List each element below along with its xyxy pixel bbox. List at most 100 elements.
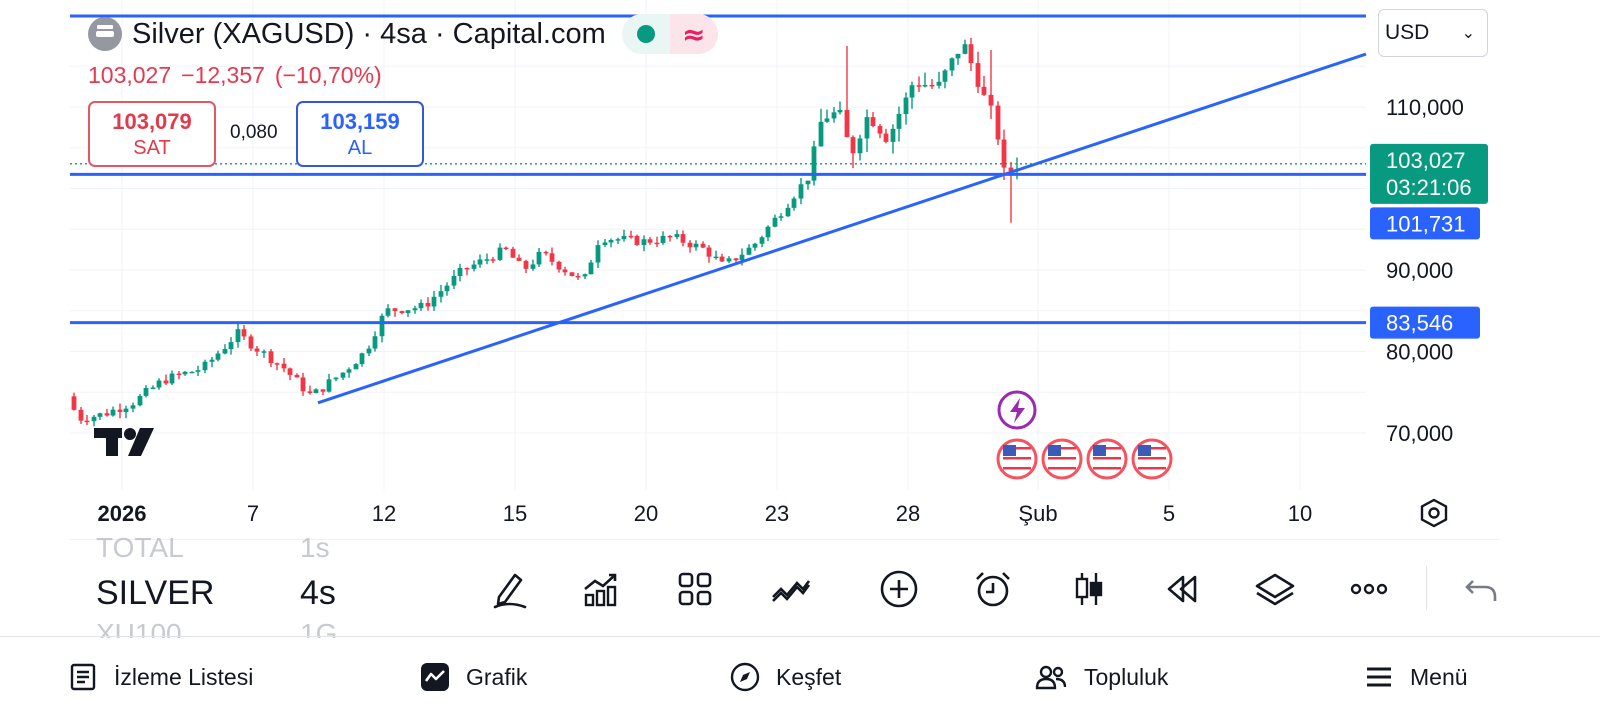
candle-body — [916, 85, 922, 87]
candle-body — [412, 308, 418, 311]
candle-body — [503, 247, 509, 250]
nav-item-community[interactable]: Topluluk — [1034, 655, 1168, 699]
candle-body — [281, 363, 287, 369]
chart-settings-icon[interactable] — [1418, 497, 1450, 529]
market-status-pill[interactable]: ≈ — [621, 14, 718, 54]
symbol-interval: 4s — [300, 574, 336, 612]
price-tick-label: 80,000 — [1386, 340, 1453, 365]
candle-body — [405, 310, 411, 314]
sell-button[interactable]: 103,079 SAT — [88, 101, 216, 167]
time-tick-label: 7 — [247, 501, 259, 526]
candle-body — [182, 371, 188, 375]
candle-body — [654, 242, 660, 245]
candle-body — [385, 308, 391, 316]
indicators-button[interactable] — [574, 562, 628, 616]
candle-body — [922, 84, 928, 87]
replay-button[interactable] — [1154, 562, 1208, 616]
symbol-row-active[interactable]: SILVER 4s — [96, 574, 336, 613]
candle-body — [857, 138, 863, 154]
chart-icon — [421, 663, 449, 691]
line-price-badge-bg — [1370, 306, 1480, 339]
candle-body — [615, 239, 621, 241]
candle-body — [680, 234, 686, 243]
candle-body — [431, 296, 437, 307]
undo-button[interactable] — [1454, 562, 1508, 616]
candle-body — [274, 363, 280, 365]
candle-body — [484, 259, 490, 261]
nav-item-chart[interactable]: Grafik — [420, 655, 527, 699]
candle-body — [399, 311, 405, 314]
undo-icon — [1465, 580, 1497, 601]
candle-body — [877, 126, 883, 134]
candle-body — [772, 217, 778, 227]
candle-body — [366, 348, 372, 354]
replay-icon — [1167, 575, 1197, 603]
more-button[interactable] — [1342, 562, 1396, 616]
candle-body — [457, 267, 463, 276]
candle-body — [294, 374, 300, 378]
trend-line-button[interactable] — [764, 562, 818, 616]
wave-icon: ≈ — [669, 14, 718, 54]
silver-icon — [88, 17, 122, 51]
candle-body — [425, 302, 431, 307]
time-tick-label: 20 — [634, 501, 658, 526]
candle-body — [562, 269, 568, 273]
candle-body — [903, 97, 909, 114]
candle-body — [241, 329, 247, 337]
symbol-interval: 1G — [300, 618, 338, 638]
candle-body — [228, 342, 234, 350]
candle-body — [530, 264, 536, 269]
candle-body — [248, 336, 254, 349]
candle-body — [510, 248, 516, 258]
candle-body — [739, 254, 745, 261]
time-tick-label: 15 — [503, 501, 527, 526]
us-flag-icon — [1086, 438, 1128, 480]
candle-type-button[interactable] — [1062, 562, 1116, 616]
tradingview-logo — [94, 428, 154, 456]
candle-body — [726, 258, 732, 262]
indicators-icon — [584, 573, 617, 607]
candle-body — [300, 377, 306, 392]
draw-tool-button[interactable] — [482, 562, 536, 616]
layers-button[interactable] — [1248, 562, 1302, 616]
candle-body — [582, 274, 588, 277]
buy-button[interactable]: 103,159 AL — [296, 101, 424, 167]
alarm-button[interactable] — [966, 562, 1020, 616]
symbol-row[interactable]: XU100 1G — [96, 618, 337, 638]
symbol-row[interactable]: TOTAL 1s — [96, 532, 330, 564]
symbol-title[interactable]: Silver (XAGUSD) · 4sa · Capital.com — [132, 17, 606, 50]
candle-body — [359, 353, 365, 365]
candle-body — [451, 275, 457, 286]
candle-body — [523, 260, 529, 269]
candle-body — [202, 361, 208, 371]
candle-body — [942, 70, 948, 82]
candle-body — [169, 373, 175, 384]
symbol-switcher[interactable]: TOTAL 1s SILVER 4s XU100 1G — [96, 530, 396, 638]
nav-label: Grafik — [466, 663, 528, 690]
add-button[interactable] — [872, 562, 926, 616]
candle-body — [575, 275, 581, 278]
layers-icon — [1255, 573, 1295, 606]
currency-select[interactable]: USD ⌄ — [1378, 9, 1488, 57]
candle-body — [549, 253, 555, 262]
candle-body — [97, 413, 103, 417]
nav-divider — [0, 636, 1600, 637]
nav-item-watchlist[interactable]: İzleme Listesi — [68, 655, 253, 699]
price-chart[interactable]: 110,00090,00080,00070,000103,02703:21:06… — [0, 0, 1600, 540]
candle-body — [556, 261, 562, 270]
time-tick-label: 5 — [1163, 501, 1175, 526]
price-change-line: 103,027 −12,357 (−10,70%) — [88, 62, 392, 89]
candle-body — [110, 409, 116, 416]
layout-button[interactable] — [668, 562, 722, 616]
nav-item-explore[interactable]: Keşfet — [730, 655, 841, 699]
menu-icon — [1367, 667, 1391, 687]
symbol-header[interactable]: Silver (XAGUSD) · 4sa · Capital.com ≈ — [88, 14, 718, 54]
last-price-badge-text: 103,027 — [1386, 148, 1466, 173]
candle-body — [733, 258, 739, 261]
drawn-lines — [70, 14, 1367, 405]
nav-item-menu[interactable]: Menü — [1364, 655, 1468, 699]
chevron-down-icon: ⌄ — [1461, 25, 1475, 42]
candle-body — [340, 372, 346, 378]
candle-body — [320, 389, 326, 392]
